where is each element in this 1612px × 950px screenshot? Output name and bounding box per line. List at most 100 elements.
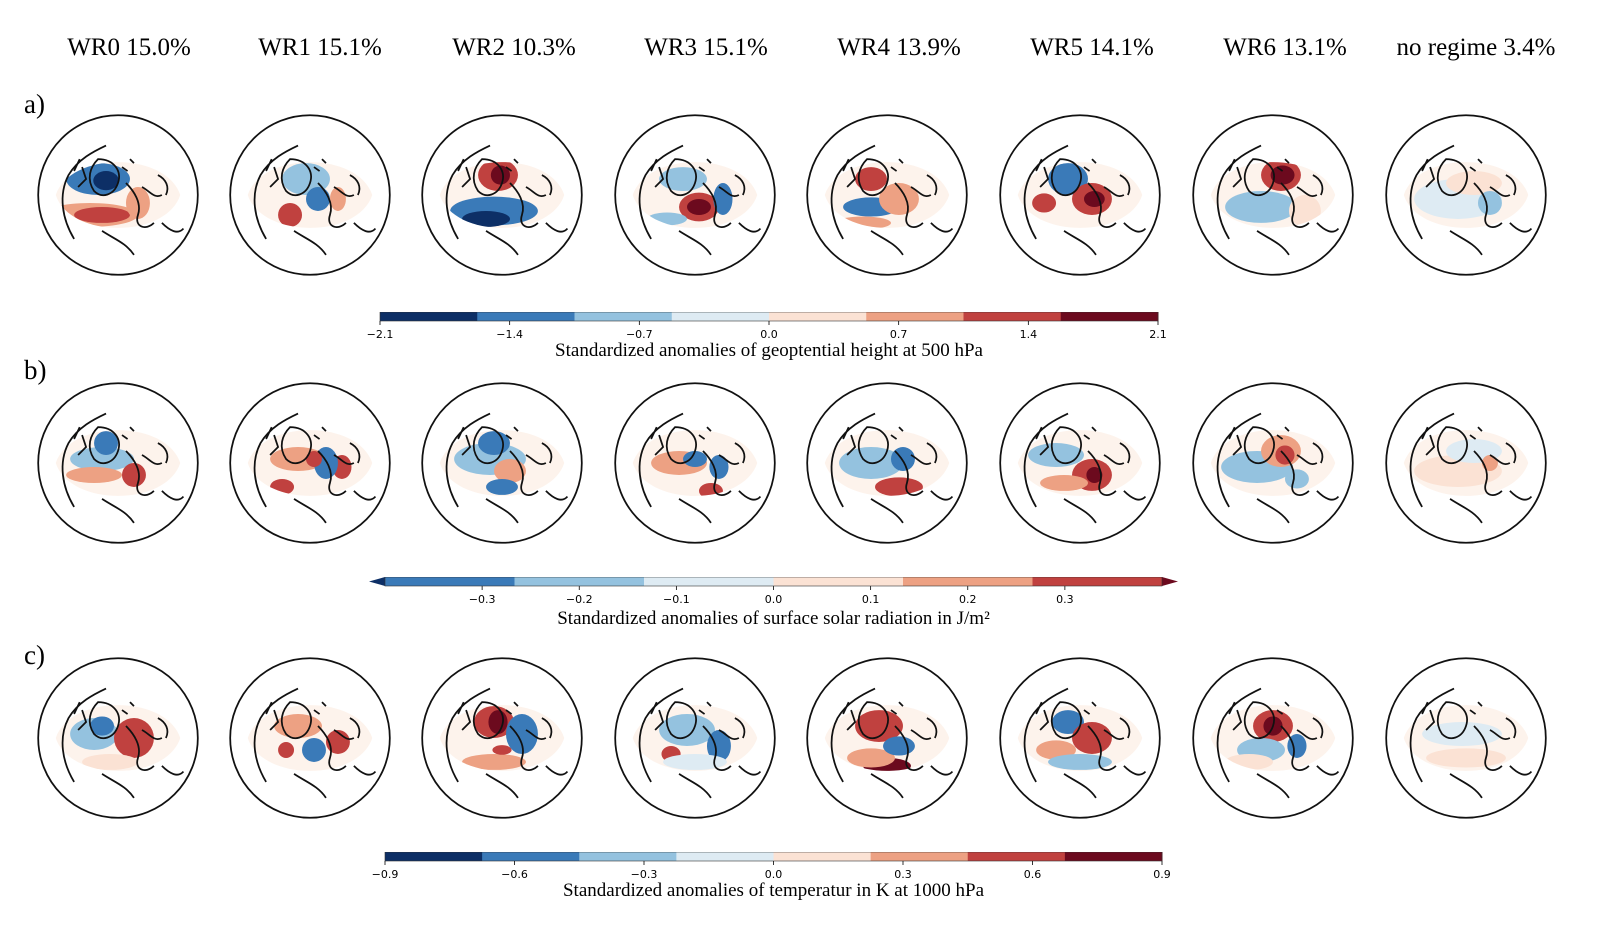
colorbar-tick-label: 0.0: [765, 593, 783, 606]
anomaly-region: [663, 753, 727, 770]
colorbar-label-2: Standardized anomalies of temperatur in …: [562, 880, 985, 901]
anomaly-region: [1288, 195, 1321, 227]
map-a-no-regime: [1385, 114, 1547, 276]
anomaly-region: [1477, 191, 1502, 215]
colorbar-tick-label: −2.1: [367, 328, 394, 341]
map-a-wr2: [421, 114, 583, 276]
anomaly-region: [1446, 171, 1502, 195]
colorbar-tick-label: 2.1: [1149, 328, 1167, 341]
colorbar-tick-label: 0.3: [894, 868, 912, 881]
anomaly-region: [1270, 165, 1295, 185]
colorbar-tick-label: 0.7: [890, 328, 908, 341]
column-header-no-regime: no regime 3.4%: [1396, 34, 1556, 61]
map-c-wr6: [1192, 657, 1354, 819]
column-header-wr2: WR2 10.3%: [452, 34, 576, 61]
map-b-wr4: [806, 382, 968, 544]
row-label-0: a): [24, 89, 45, 119]
anomaly-region: [505, 714, 538, 754]
map-b-wr3: [614, 382, 776, 544]
colorbar-label-1: Standardized anomalies of surface solar …: [557, 608, 990, 629]
anomaly-region: [709, 455, 729, 479]
colorbar-label-0: Standardized anomalies of geoptential he…: [555, 340, 983, 361]
anomaly-region: [1040, 474, 1088, 491]
anomaly-region: [1036, 740, 1077, 760]
anomaly-region: [274, 714, 322, 738]
colorbar-tick-label: 0.2: [959, 593, 977, 606]
map-c-wr2: [421, 657, 583, 819]
anomaly-region: [282, 163, 330, 195]
anomaly-region: [890, 447, 915, 471]
map-b-no-regime: [1385, 382, 1547, 544]
colorbar-1: −0.3 −0.2 −0.1 0.0 0.1 0.2 0.3: [369, 577, 1178, 606]
anomaly-region: [114, 718, 154, 758]
colorbar-tick-label: 0.1: [862, 593, 880, 606]
anomaly-region: [1072, 722, 1112, 754]
anomaly-region: [713, 183, 733, 215]
map-b-wr2: [421, 382, 583, 544]
row-label-2: c): [24, 640, 45, 670]
map-b-wr0: [37, 382, 199, 544]
colorbar-tick-label: 0.6: [1024, 868, 1042, 881]
colorbar-tick-label: 0.0: [760, 328, 778, 341]
colorbar-tick-label: 0.3: [1056, 593, 1074, 606]
anomaly-region: [1225, 191, 1297, 223]
map-c-no-regime: [1385, 657, 1547, 819]
colorbar-tick-label: −0.6: [501, 868, 528, 881]
anomaly-region: [1048, 753, 1112, 770]
anomaly-region: [847, 748, 895, 768]
anomaly-region: [1032, 193, 1057, 213]
anomaly-region: [1086, 466, 1103, 483]
row-label-1: b): [24, 355, 47, 385]
map-a-wr4: [806, 114, 968, 276]
anomaly-region: [855, 710, 903, 742]
column-header-wr1: WR1 15.1%: [258, 34, 382, 61]
colorbar-tick-label: −0.1: [663, 593, 690, 606]
column-header-wr0: WR0 15.0%: [67, 34, 191, 61]
column-header-wr4: WR4 13.9%: [837, 34, 961, 61]
column-header-wr5: WR5 14.1%: [1030, 34, 1154, 61]
colorbar-tick-label: −0.3: [469, 593, 496, 606]
anomaly-region: [490, 165, 510, 185]
anomaly-region: [90, 716, 115, 736]
map-c-wr3: [614, 657, 776, 819]
colorbar-tick-label: −0.3: [631, 868, 658, 881]
anomaly-region: [492, 745, 512, 755]
colorbar-tick-label: −1.4: [496, 328, 523, 341]
anomaly-region: [278, 202, 303, 227]
colorbar-tick-label: 0.0: [765, 868, 783, 881]
anomaly-region: [66, 466, 122, 483]
map-c-wr0: [37, 657, 199, 819]
map-c-wr5: [999, 657, 1161, 819]
map-b-wr6: [1192, 382, 1354, 544]
colorbar-tick-label: −0.9: [372, 868, 399, 881]
anomaly-region: [94, 431, 118, 456]
colorbar-tick-label: −0.7: [626, 328, 653, 341]
anomaly-region: [306, 451, 322, 467]
anomaly-region: [1426, 748, 1506, 768]
anomaly-region: [659, 714, 715, 746]
anomaly-region: [74, 206, 130, 223]
map-a-wr1: [229, 114, 391, 276]
map-c-wr1: [229, 657, 391, 819]
anomaly-region: [93, 171, 119, 191]
anomaly-region: [687, 198, 711, 215]
map-b-wr1: [229, 382, 391, 544]
colorbar-2: −0.9 −0.6 −0.3 0.0 0.3 0.6 0.9: [372, 852, 1171, 881]
anomaly-region: [478, 431, 510, 456]
anomaly-region: [486, 478, 518, 495]
anomaly-region: [1028, 443, 1084, 467]
map-a-wr6: [1192, 114, 1354, 276]
anomaly-region: [488, 710, 508, 735]
anomaly-region: [494, 459, 526, 483]
anomaly-region: [1414, 455, 1502, 487]
colorbar-tick-label: 1.4: [1020, 328, 1037, 341]
column-header-wr6: WR6 13.1%: [1223, 34, 1347, 61]
map-b-wr5: [999, 382, 1161, 544]
anomaly-region: [1083, 191, 1105, 207]
anomaly-region: [1284, 469, 1309, 489]
anomaly-region: [278, 741, 295, 758]
map-c-wr4: [806, 657, 968, 819]
anomaly-region: [683, 451, 707, 467]
anomaly-region: [306, 187, 330, 211]
anomaly-region: [883, 736, 915, 756]
